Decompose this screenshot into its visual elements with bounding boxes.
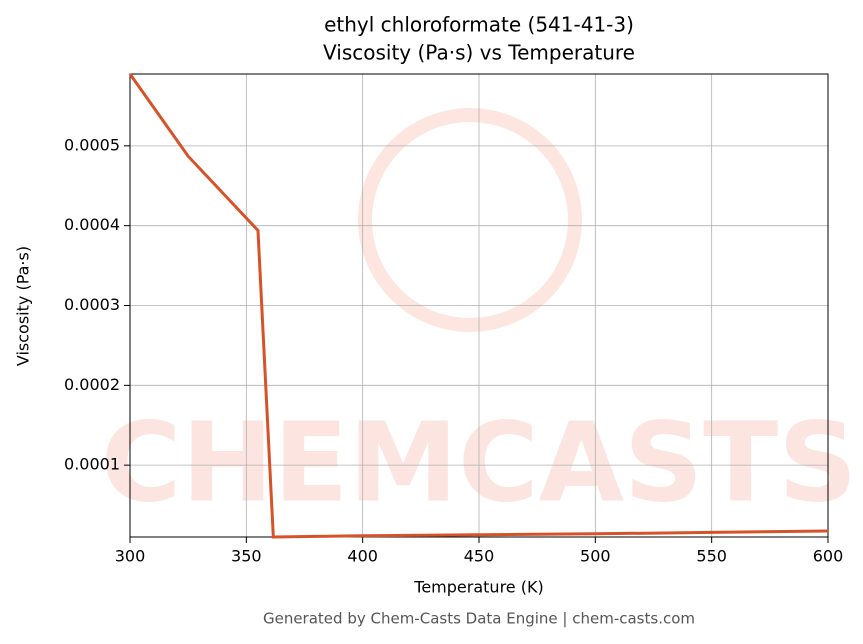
y-tick-label: 0.0005 (64, 135, 120, 154)
x-tick-label: 550 (696, 547, 727, 566)
chart-title: ethyl chloroformate (541-41-3) (324, 13, 634, 37)
footer: Generated by Chem-Casts Data Engine | ch… (263, 610, 695, 628)
plot-frame (129, 73, 829, 538)
x-tick-label: 600 (813, 547, 844, 566)
y-tick-label: 0.0003 (64, 295, 120, 314)
x-axis-label: Temperature (K) (413, 578, 543, 597)
x-tick-label: 350 (231, 547, 262, 566)
y-tick-label: 0.0002 (64, 375, 120, 394)
y-tick-label: 0.0001 (64, 455, 120, 474)
x-tick-label: 300 (115, 547, 146, 566)
y-axis-label: Viscosity (Pa·s) (14, 246, 33, 366)
data-line (128, 73, 829, 539)
y-tick-label: 0.0004 (64, 215, 120, 234)
x-tick-label: 500 (580, 547, 611, 566)
x-tick-label: 400 (347, 547, 378, 566)
x-tick-label: 450 (464, 547, 495, 566)
watermark-logo (358, 108, 582, 332)
chart-subtitle: Viscosity (Pa·s) vs Temperature (323, 41, 635, 65)
